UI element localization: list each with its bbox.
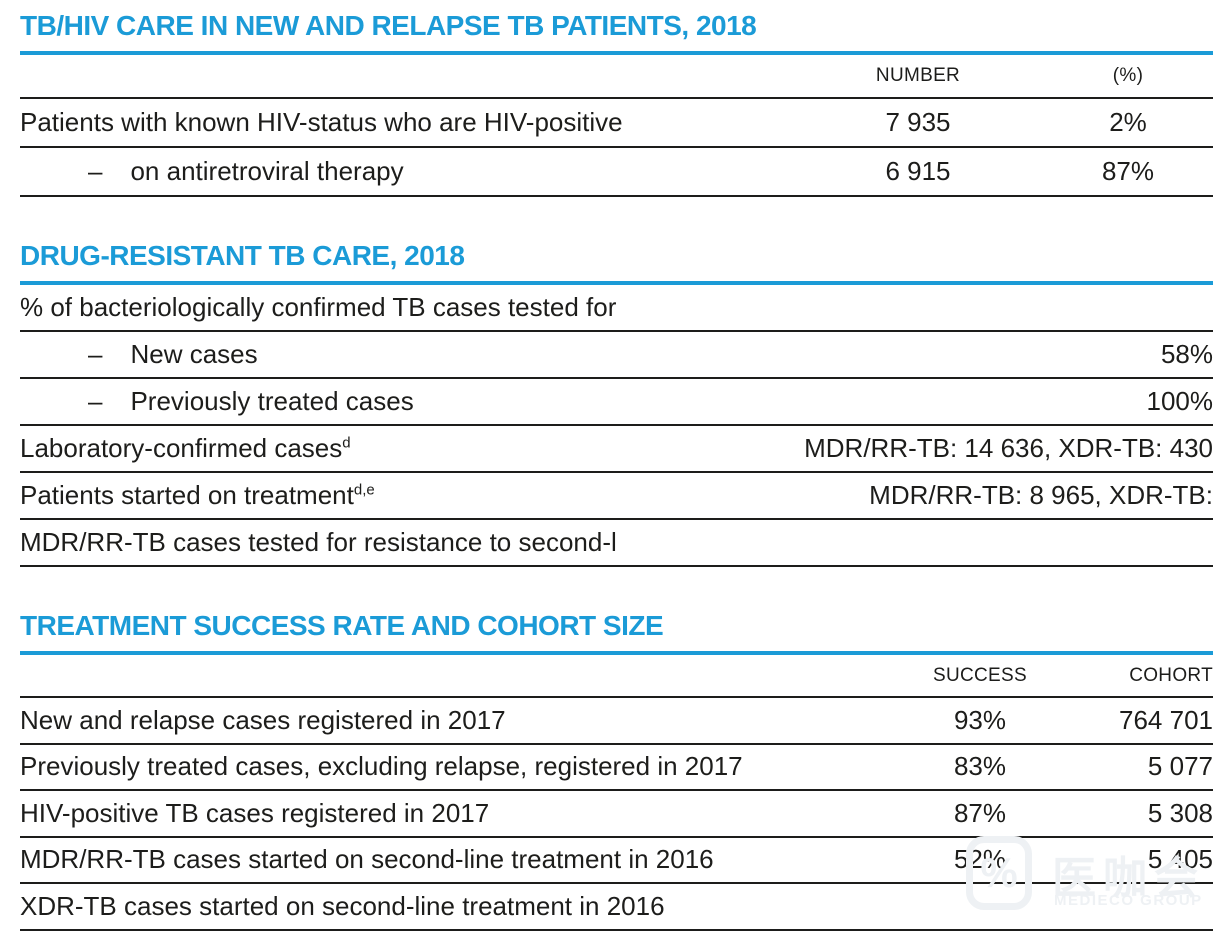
column-header-number: NUMBER (875, 65, 961, 86)
row-label: – New cases (20, 339, 617, 370)
section-tbhiv-care: TB/HIV CARE IN NEW AND RELAPSE TB PATIEN… (20, 12, 1213, 197)
row-percent-value: 2% (1109, 107, 1147, 137)
table-row: – on antiretroviral therapy 6 915 87% (20, 148, 1213, 197)
row-cohort-value: 5 405 (1147, 844, 1213, 875)
row-label: % of bacteriologically confirmed TB case… (20, 292, 617, 323)
row-label-text: on antiretroviral therapy (130, 156, 404, 186)
row-label: – on antiretroviral therapy (20, 156, 813, 187)
footnote-marker: d (342, 434, 351, 452)
dash-bullet: – (88, 156, 103, 186)
row-label: XDR-TB cases started on second-line trea… (20, 890, 665, 921)
section-treatment-success: TREATMENT SUCCESS RATE AND COHORT SIZE S… (20, 612, 1213, 931)
row-value: MDR/RR-TB: 8 965, XDR-TB: (869, 480, 1213, 510)
row-label: Previously treated cases, excluding rela… (20, 751, 743, 782)
table-row: Patients with known HIV-status who are H… (20, 99, 1213, 148)
row-value: 100% (1146, 386, 1214, 416)
row-success-value: 52% (953, 844, 1007, 875)
table-row: Laboratory-confirmed casesd MDR/RR-TB: 1… (20, 426, 1213, 473)
row-cohort-value: 764 701 (1119, 704, 1213, 735)
row-label: Patients started on treatmentd,e (20, 480, 617, 511)
table-header-row: NUMBER (%) (20, 55, 1213, 99)
table-row: New and relapse cases registered in 2017… (20, 698, 1213, 745)
table-header-row: SUCCESS COHORT (20, 655, 1213, 698)
row-label-text: Patients started on treatment (20, 480, 354, 510)
row-label-text: Previously treated cases (130, 386, 414, 416)
dash-bullet: – (88, 339, 103, 369)
row-cohort-value: 5 308 (1147, 797, 1213, 828)
row-label-text: % of bacteriologically confirmed TB case… (20, 292, 617, 322)
row-value: MDR/RR-TB: 14 636, XDR-TB: 430 (804, 433, 1213, 463)
row-label: MDR/RR-TB cases started on second-line t… (20, 844, 714, 875)
row-label: Patients with known HIV-status who are H… (20, 107, 623, 137)
row-number-value: 6 915 (885, 156, 951, 186)
row-percent-value: 87% (1101, 156, 1155, 186)
row-label: MDR/RR-TB cases tested for resistance to… (20, 527, 617, 558)
table-row: Patients started on treatmentd,e MDR/RR-… (20, 473, 1213, 520)
row-value: 58% (1160, 339, 1213, 369)
section-title-drug-resistant: DRUG-RESISTANT TB CARE, 2018 (20, 240, 465, 271)
column-header-cohort: COHORT (1129, 664, 1213, 686)
row-label-text: MDR/RR-TB cases tested for resistance to… (20, 527, 617, 557)
column-header-percent: (%) (1112, 65, 1144, 86)
table-row: % of bacteriologically confirmed TB case… (20, 285, 1213, 332)
title-rule (20, 651, 1213, 655)
row-number-value: 7 935 (885, 107, 951, 137)
title-rule (20, 51, 1213, 55)
row-label: New and relapse cases registered in 2017 (20, 704, 506, 735)
footnote-marker: d,e (353, 481, 375, 499)
table-row: MDR/RR-TB cases started on second-line t… (20, 838, 1213, 884)
row-cohort-value: 5 077 (1147, 751, 1213, 782)
table-row: – New cases 58% (20, 332, 1213, 379)
row-label: – Previously treated cases (20, 386, 617, 417)
table-row: Previously treated cases, excluding rela… (20, 745, 1213, 791)
section-title-tbhiv: TB/HIV CARE IN NEW AND RELAPSE TB PATIEN… (20, 10, 757, 41)
row-label-text: Laboratory-confirmed cases (20, 433, 343, 463)
table-row: XDR-TB cases started on second-line trea… (20, 884, 1213, 931)
row-label: Laboratory-confirmed casesd (20, 433, 617, 464)
row-label-text: New cases (130, 339, 258, 369)
table-row: MDR/RR-TB cases tested for resistance to… (20, 520, 1213, 567)
row-success-value: 83% (953, 751, 1007, 782)
table-row: – Previously treated cases 100% (20, 379, 1213, 426)
row-label: HIV-positive TB cases registered in 2017 (20, 797, 490, 828)
column-header-success: SUCCESS (933, 664, 1027, 686)
table-row: HIV-positive TB cases registered in 2017… (20, 791, 1213, 838)
section-title-treatment-success: TREATMENT SUCCESS RATE AND COHORT SIZE (20, 610, 664, 641)
section-drug-resistant-care: DRUG-RESISTANT TB CARE, 2018 % of bacter… (20, 242, 1213, 567)
dash-bullet: – (88, 386, 103, 416)
row-success-value: 93% (953, 704, 1007, 735)
title-rule (20, 281, 1213, 285)
row-success-value: 87% (953, 797, 1007, 828)
